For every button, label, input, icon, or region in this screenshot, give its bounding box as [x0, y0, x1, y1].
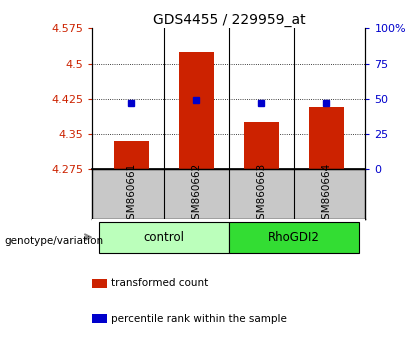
Text: percentile rank within the sample: percentile rank within the sample	[111, 314, 287, 324]
Bar	[113, 141, 149, 169]
Bar	[244, 122, 279, 169]
Text: control: control	[143, 231, 184, 244]
FancyBboxPatch shape	[229, 222, 359, 253]
Text: RhoGDI2: RhoGDI2	[268, 231, 320, 244]
Text: GSM860661: GSM860661	[126, 163, 136, 226]
Bar	[178, 52, 214, 169]
Text: genotype/variation: genotype/variation	[4, 236, 103, 246]
FancyBboxPatch shape	[99, 222, 229, 253]
Title: GDS4455 / 229959_at: GDS4455 / 229959_at	[152, 13, 305, 27]
Text: transformed count: transformed count	[111, 278, 209, 288]
Text: GSM860664: GSM860664	[321, 163, 331, 226]
Text: GSM860663: GSM860663	[256, 163, 266, 226]
Bar	[309, 107, 344, 169]
Text: GSM860662: GSM860662	[192, 163, 202, 226]
